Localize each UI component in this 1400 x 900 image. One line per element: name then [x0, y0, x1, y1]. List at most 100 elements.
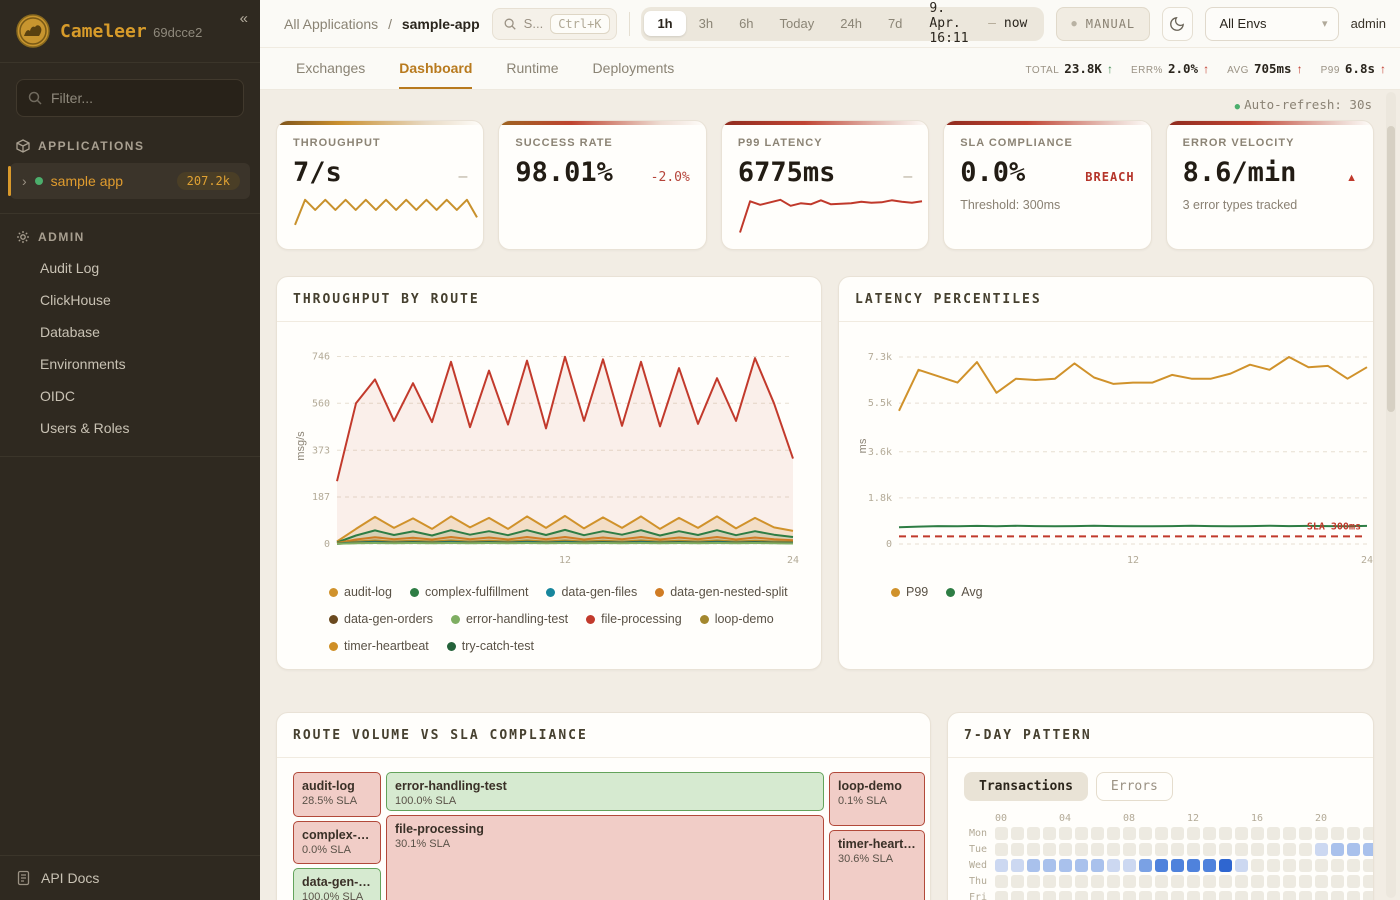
heatmap-cell[interactable] [1363, 875, 1373, 888]
date-range-picker[interactable]: 9. Apr. 16:11 — now [929, 1, 1028, 46]
heatmap-cell[interactable] [1219, 891, 1232, 900]
heatmap-cell[interactable] [1363, 843, 1373, 856]
sidebar-item-users-roles[interactable]: Users & Roles [40, 420, 130, 436]
heatmap-cell[interactable] [995, 843, 1008, 856]
heatmap-cell[interactable] [1043, 891, 1056, 900]
heatmap-cell[interactable] [1107, 875, 1120, 888]
heatmap-cell[interactable] [1155, 843, 1168, 856]
heatmap-cell[interactable] [1091, 859, 1104, 872]
toggle-errors[interactable]: Errors [1095, 772, 1173, 801]
breadcrumb[interactable]: All Applications / sample-app [284, 15, 480, 32]
heatmap-cell[interactable] [1187, 827, 1200, 840]
heatmap-cell[interactable] [1123, 891, 1136, 900]
heatmap-cell[interactable] [1107, 843, 1120, 856]
filter-input[interactable] [16, 79, 244, 117]
heatmap-cell[interactable] [1155, 827, 1168, 840]
heatmap-cell[interactable] [1059, 891, 1072, 900]
heatmap-cell[interactable] [1139, 843, 1152, 856]
expand-chevron-icon[interactable]: › [22, 173, 27, 189]
heatmap-cell[interactable] [1315, 875, 1328, 888]
tab-deployments[interactable]: Deployments [592, 59, 675, 76]
heatmap-cell[interactable] [1123, 827, 1136, 840]
heatmap-cell[interactable] [1347, 891, 1360, 900]
legend-item-error-handling-test[interactable]: error-handling-test [450, 612, 568, 626]
heatmap-cell[interactable] [1091, 827, 1104, 840]
legend-item-data-gen-orders[interactable]: data-gen-orders [329, 612, 433, 626]
heatmap-cell[interactable] [1347, 843, 1360, 856]
heatmap-cell[interactable] [1299, 827, 1312, 840]
heatmap-cell[interactable] [1299, 843, 1312, 856]
heatmap-cell[interactable] [1267, 875, 1280, 888]
heatmap-cell[interactable] [1107, 827, 1120, 840]
time-range-7d[interactable]: 7d [887, 16, 903, 31]
heatmap-cell[interactable] [1203, 843, 1216, 856]
heatmap-cell[interactable] [1011, 875, 1024, 888]
heatmap-cell[interactable] [1059, 827, 1072, 840]
heatmap-cell[interactable] [1043, 875, 1056, 888]
heatmap-cell[interactable] [1075, 891, 1088, 900]
tab-exchanges[interactable]: Exchanges [296, 59, 366, 76]
sidebar-collapse-icon[interactable]: « [239, 10, 248, 27]
heatmap-cell[interactable] [1251, 827, 1264, 840]
legend-item-audit-log[interactable]: audit-log [329, 585, 392, 599]
heatmap-cell[interactable] [1171, 843, 1184, 856]
heatmap-cell[interactable] [1267, 859, 1280, 872]
heatmap-cell[interactable] [1139, 875, 1152, 888]
heatmap-cell[interactable] [1043, 827, 1056, 840]
legend-item-complex-fulfillment[interactable]: complex-fulfillment [409, 585, 528, 599]
heatmap-cell[interactable] [1299, 859, 1312, 872]
tab-dashboard[interactable]: Dashboard [399, 48, 473, 89]
heatmap-cell[interactable] [1203, 891, 1216, 900]
heatmap-cell[interactable] [1187, 859, 1200, 872]
treemap-node-timer-heartbeat[interactable]: timer-heartbeat30.6% SLA [829, 830, 925, 900]
treemap-node-complex-fulfillment[interactable]: complex-fulfil...0.0% SLA [293, 821, 381, 864]
heatmap-cell[interactable] [1267, 891, 1280, 900]
heatmap-cell[interactable] [1203, 875, 1216, 888]
time-range-24h[interactable]: 24h [840, 16, 862, 31]
legend-item-file-processing[interactable]: file-processing [586, 612, 682, 626]
heatmap-cell[interactable] [1363, 859, 1373, 872]
heatmap-cell[interactable] [1107, 891, 1120, 900]
heatmap-cell[interactable] [1043, 843, 1056, 856]
heatmap-cell[interactable] [1283, 891, 1296, 900]
heatmap-cell[interactable] [1107, 859, 1120, 872]
heatmap-cell[interactable] [1267, 843, 1280, 856]
heatmap-cell[interactable] [1283, 859, 1296, 872]
heatmap-cell[interactable] [1075, 875, 1088, 888]
heatmap-cell[interactable] [1075, 859, 1088, 872]
heatmap-cell[interactable] [1315, 891, 1328, 900]
treemap-node-loop-demo[interactable]: loop-demo 0.1% SLA [829, 772, 925, 826]
heatmap-cell[interactable] [1027, 875, 1040, 888]
heatmap-cell[interactable] [1235, 827, 1248, 840]
legend-item-data-gen-nested-split[interactable]: data-gen-nested-split [655, 585, 788, 599]
heatmap-cell[interactable] [1059, 859, 1072, 872]
heatmap-cell[interactable] [1315, 859, 1328, 872]
heatmap-cell[interactable] [1123, 875, 1136, 888]
heatmap-cell[interactable] [1219, 875, 1232, 888]
heatmap-cell[interactable] [1347, 859, 1360, 872]
time-range-today[interactable]: Today [779, 16, 815, 31]
heatmap-cell[interactable] [1171, 891, 1184, 900]
heatmap-cell[interactable] [1283, 827, 1296, 840]
heatmap-cell[interactable] [1251, 843, 1264, 856]
treemap-node-error-handling-test[interactable]: error-handling-test 100.0% SLA [386, 772, 824, 811]
toggle-transactions[interactable]: Transactions [964, 772, 1088, 801]
heatmap-cell[interactable] [1299, 891, 1312, 900]
heatmap-cell[interactable] [1123, 859, 1136, 872]
heatmap-cell[interactable] [1155, 875, 1168, 888]
heatmap-cell[interactable] [1059, 843, 1072, 856]
heatmap-cell[interactable] [1171, 859, 1184, 872]
heatmap-cell[interactable] [1219, 827, 1232, 840]
heatmap-cell[interactable] [1155, 859, 1168, 872]
heatmap-cell[interactable] [1091, 891, 1104, 900]
heatmap-cell[interactable] [1011, 859, 1024, 872]
heatmap-cell[interactable] [1075, 827, 1088, 840]
heatmap-cell[interactable] [1251, 891, 1264, 900]
heatmap-cell[interactable] [1059, 875, 1072, 888]
heatmap-cell[interactable] [1139, 891, 1152, 900]
heatmap-cell[interactable] [1187, 843, 1200, 856]
heatmap-cell[interactable] [1219, 859, 1232, 872]
heatmap-cell[interactable] [1363, 827, 1373, 840]
legend-item-P99[interactable]: P99 [891, 585, 928, 599]
treemap-node-audit-log[interactable]: audit-log 28.5% SLA [293, 772, 381, 817]
